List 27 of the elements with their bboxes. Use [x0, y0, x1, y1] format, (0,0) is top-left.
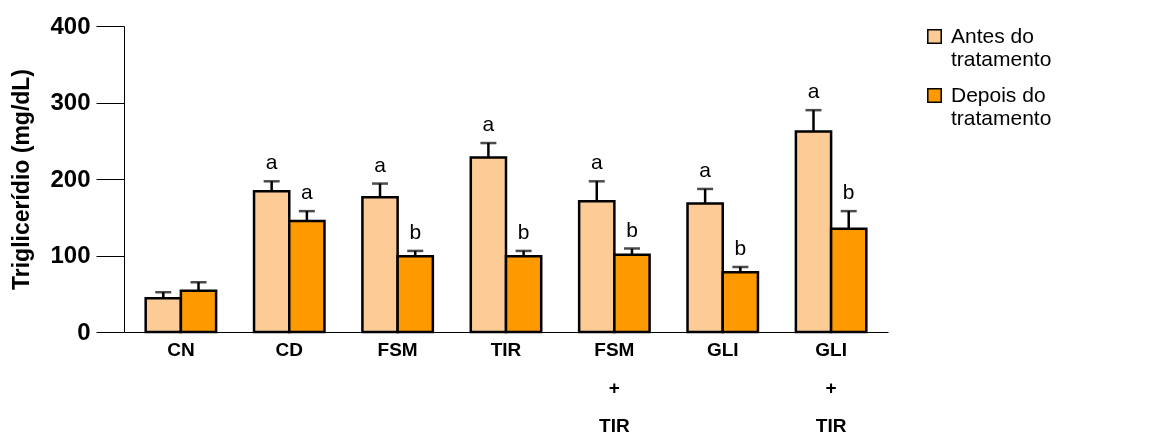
y-tick-label: 400	[50, 11, 91, 39]
annotation: a	[265, 150, 278, 174]
y-tick-label: 200	[50, 164, 91, 192]
y-axis-title: Triglicerídio (mg/dL)	[8, 68, 35, 291]
y-tick-label: 300	[50, 88, 91, 115]
legend-label: Depois do tratamento	[951, 82, 1052, 129]
annotation: a	[374, 152, 387, 176]
x-tick-label: FSM + TIR	[594, 338, 635, 436]
x-tick-label: CD	[275, 338, 303, 360]
x-tick-label: CN	[167, 338, 195, 360]
annotation: b	[626, 217, 638, 241]
x-tick-label: GLI	[706, 338, 739, 360]
x-tick-label: GLI + TIR	[815, 338, 847, 436]
annotation: b	[734, 235, 747, 259]
annotation: a	[699, 157, 712, 181]
annotation: b	[517, 219, 530, 243]
annotation: a	[482, 112, 495, 136]
annotation: a	[590, 150, 603, 174]
y-tick-label: 0	[77, 317, 91, 345]
annotation: b	[409, 219, 422, 243]
annotation: a	[807, 79, 820, 103]
y-tick-label: 100	[50, 241, 91, 268]
annotation: a	[301, 180, 314, 204]
x-tick-label: TIR	[490, 338, 522, 360]
annotation: b	[842, 180, 855, 204]
x-tick-label: FSM	[377, 338, 418, 360]
legend-label: Antes do tratamento	[951, 23, 1052, 70]
